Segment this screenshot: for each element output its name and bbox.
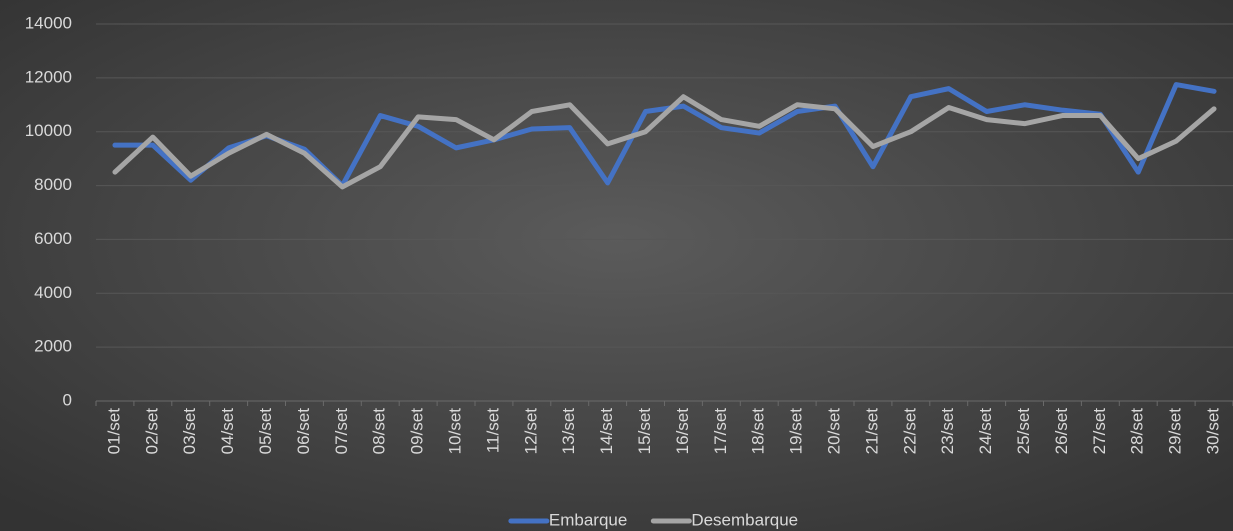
x-tick-label: 29/set [1166,408,1185,455]
x-tick-label: 16/set [673,408,692,455]
legend-label: Embarque [549,510,627,529]
x-tick-label: 25/set [1014,408,1033,455]
legend: Embarque Desembarque [508,510,798,529]
y-tick-label: 2000 [34,337,72,356]
x-tick-label: 15/set [635,408,654,455]
x-tick-label: 19/set [787,408,806,455]
x-tick-label: 04/set [218,408,237,455]
x-tick-label: 12/set [521,408,540,455]
y-tick-label: 10000 [25,121,72,140]
x-tick-label: 17/set [711,408,730,455]
line-series [112,82,1217,189]
x-tick-label: 05/set [256,408,275,455]
x-tick-label: 28/set [1128,408,1147,455]
y-tick-label: 8000 [34,175,72,194]
y-tick-label: 12000 [25,67,72,86]
x-tick-label: 06/set [294,408,313,455]
x-tick-label: 11/set [483,408,502,453]
legend-label: Desembarque [691,510,798,529]
line-series [112,94,1217,190]
x-tick-label: 08/set [370,408,389,455]
x-tick-label: 23/set [938,408,957,455]
x-tick-label: 14/set [597,408,616,455]
x-tick-label: 27/set [1090,408,1109,455]
x-tick-label: 13/set [559,408,578,455]
x-tick-label: 22/set [900,408,919,455]
x-tick-label: 20/set [825,408,844,455]
x-tick-label: 01/set [104,408,123,455]
y-tick-label: 6000 [34,229,72,248]
y-tick-label: 4000 [34,283,72,302]
x-tick-label: 21/set [862,408,881,455]
x-tick-label: 26/set [1052,408,1071,455]
x-tick-label: 02/set [142,408,161,455]
x-tick-label: 30/set [1204,408,1223,455]
x-tick-label: 24/set [976,408,995,455]
x-tick-label: 09/set [408,408,427,455]
y-tick-label: 0 [63,390,72,409]
x-tick-label: 03/set [180,408,199,455]
x-tick-label: 18/set [749,408,768,455]
x-tick-label: 10/set [446,408,465,455]
x-tick-label: 07/set [332,408,351,455]
y-tick-label: 14000 [25,13,72,32]
